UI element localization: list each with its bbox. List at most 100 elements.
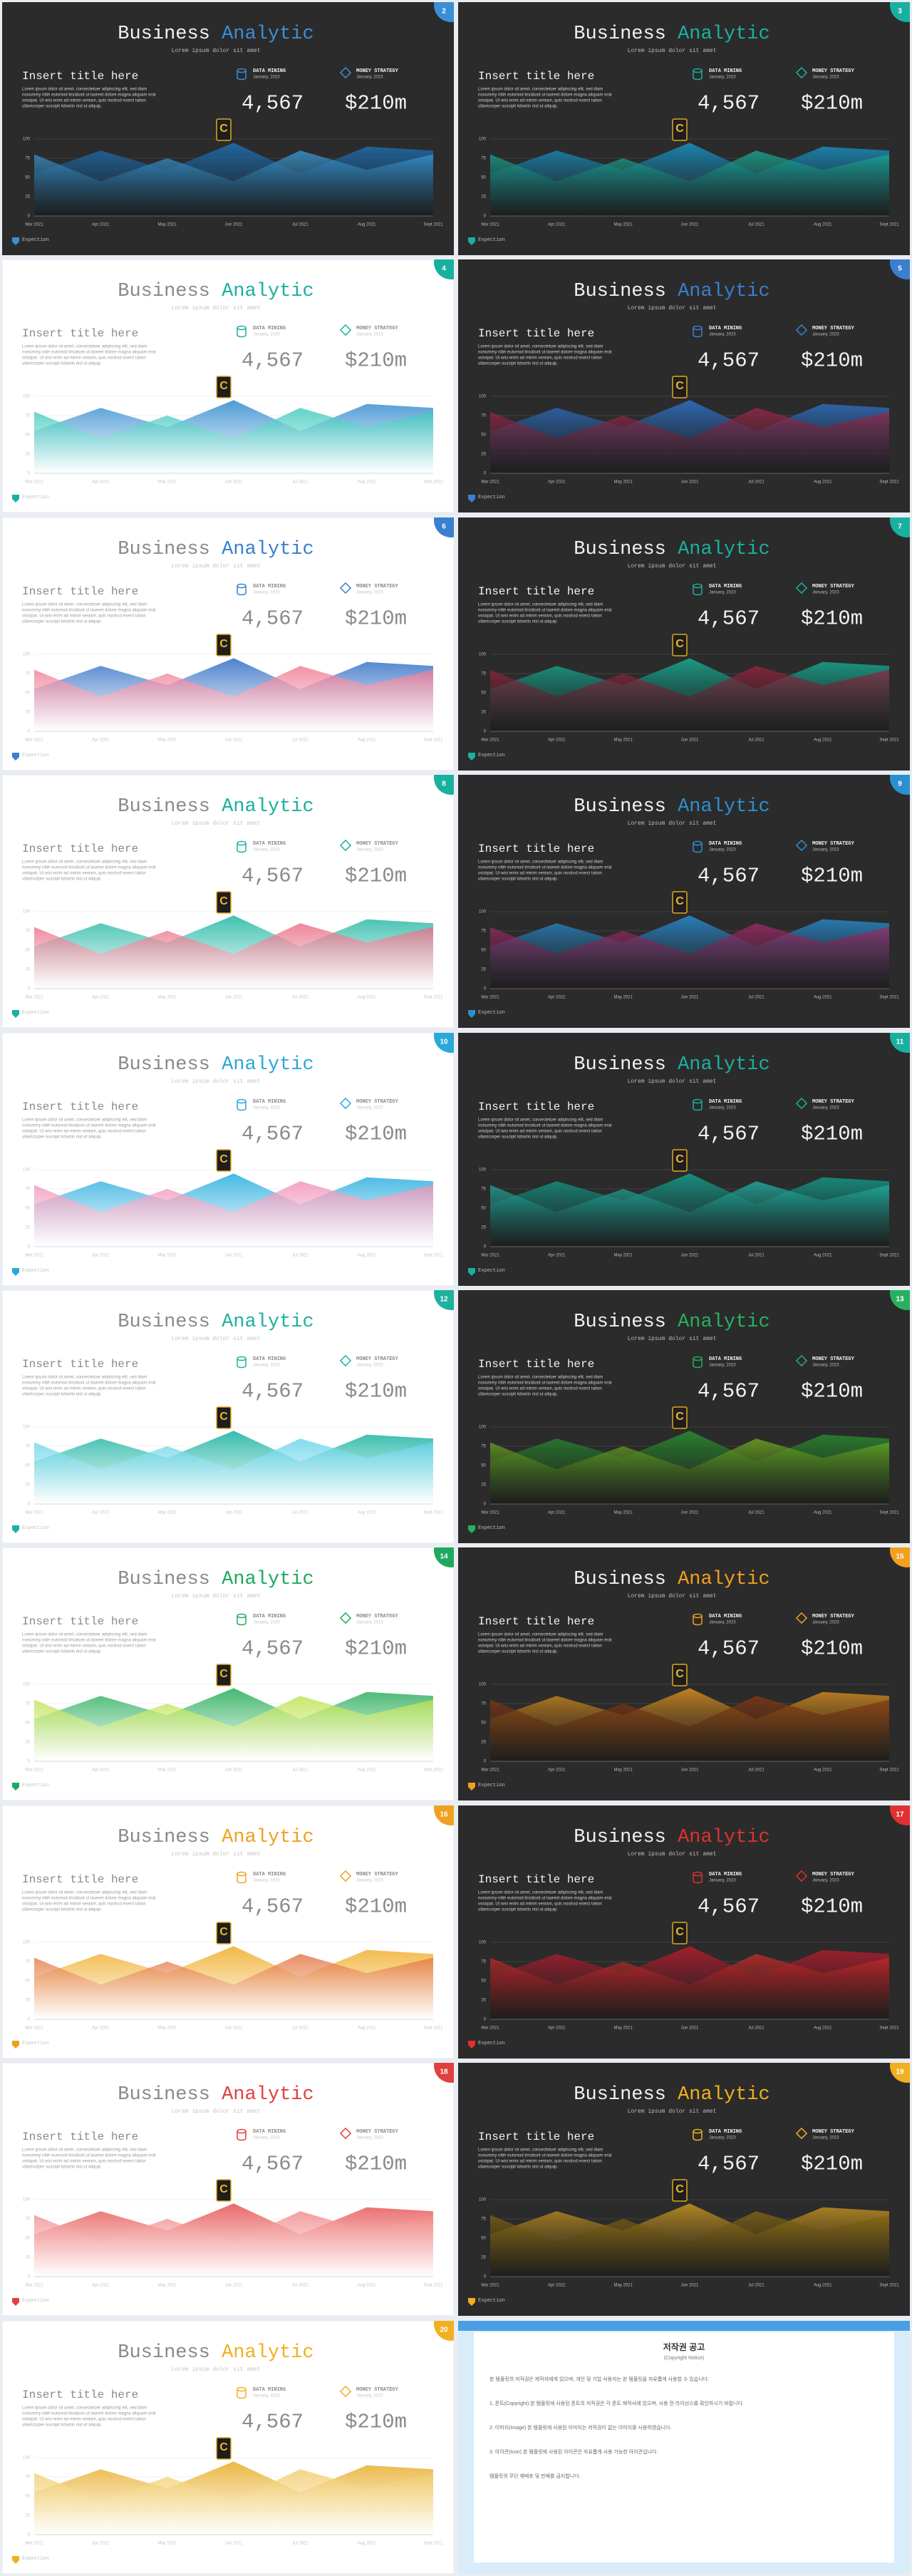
y-tick-label: 25 [25,710,30,714]
stat-label: MONEY STRATEGY [356,1614,399,1619]
body-line: nonummy nibh euismod tincidunt ut laoree… [22,1896,156,1900]
x-tick-label: May 2021 [157,1511,177,1515]
stat-date: January, 2023 [356,333,383,337]
subtitle: Lorem ipsum dolor sit amet [628,1851,717,1858]
x-tick-label: Jul 2021 [292,223,309,227]
body-line: Lorem ipsum dolor sit amet, consectetuer… [478,2148,603,2153]
x-tick-label: Jul 2021 [292,996,309,1000]
body-line: volutpat. Ut wisi enim ad minim veniam, … [478,1902,602,1906]
y-tick-label: 50 [25,2237,30,2241]
stat-value: $210m [345,1637,407,1661]
x-tick-label: Mar 2021 [25,2284,43,2288]
logo-box [216,891,232,914]
body-line: Lorem ipsum dolor sit amet, consectetuer… [22,602,147,607]
page-number: 12 [440,1296,448,1304]
stat-label: MONEY STRATEGY [356,1872,399,1877]
x-tick-label: Aug 2021 [358,1768,376,1773]
icon [795,2128,808,2140]
stat-date: January, 2023 [812,1621,839,1625]
y-tick-label: 75 [25,929,30,934]
y-tick-label: 75 [481,1187,486,1191]
x-tick-label: Jul 2021 [292,1768,309,1773]
stat-label: MONEY STRATEGY [812,1614,855,1619]
stat-label: MONEY STRATEGY [812,2129,855,2135]
body-line: Lorem ipsum dolor sit amet, consectetuer… [22,1890,147,1895]
logo: C [219,1669,228,1681]
stat-label: DATA MINING [709,584,742,589]
y-tick-label: 0 [28,2275,31,2279]
footer: Expection [22,2041,49,2046]
body-line: Lorem ipsum dolor sit amet, consectetuer… [478,860,603,865]
footer: Expection [478,1010,505,1016]
title-part: Business [118,2342,210,2364]
x-tick-label: Aug 2021 [814,480,832,485]
subtitle: Lorem ipsum dolor sit amet [628,1078,717,1085]
page-number: 10 [440,1038,448,1046]
icon [339,324,352,336]
y-tick-label: 100 [479,1168,487,1172]
footer: Expection [478,1525,505,1531]
y-tick-label: 75 [25,1702,30,1706]
page-badge [890,1032,910,1053]
page-number: 14 [440,1553,448,1561]
footer-icon [12,2298,19,2307]
x-tick-label: Jul 2021 [292,1511,309,1515]
subtitle: Lorem ipsum dolor sit amet [172,2366,261,2373]
x-tick-label: Jul 2021 [748,223,765,227]
body-line: Lorem ipsum dolor sit amet, consectetuer… [478,345,603,349]
page-number: 8 [442,780,446,788]
stat-date: January, 2023 [812,76,839,80]
slide: 11 Business Analytic Lorem ipsum dolor sit… [458,1032,910,1286]
slide: 14 Business Analytic Lorem ipsum dolor sit… [2,1547,454,1801]
slide-title: Business Analytic [574,1827,770,1848]
footer: Expection [22,2298,49,2304]
page-badge [434,259,454,280]
footer: Expection [478,1783,505,1788]
icon [795,840,808,852]
x-tick-label: Jul 2021 [292,480,309,485]
footer-icon [12,2040,19,2049]
y-tick-label: 25 [25,1998,30,2002]
x-tick-label: Jun 2021 [225,2284,243,2288]
page-badge [890,1805,910,1825]
area [490,150,889,216]
y-tick-label: 75 [481,157,486,161]
area [34,1180,433,1247]
x-tick-label: May 2021 [613,2026,633,2030]
slide-title: Business Analytic [574,1312,770,1333]
stat-date: January, 2023 [709,1106,736,1110]
stat-label: DATA MINING [709,2129,742,2135]
y-tick-label: 25 [25,453,30,457]
body-line: nonummy nibh euismod tincidunt ut laoree… [478,1639,612,1643]
y-tick-label: 25 [481,195,486,200]
body-line: volutpat. Ut wisi enim ad minim veniam, … [22,872,146,876]
stat-label: DATA MINING [253,1356,286,1362]
icon [339,1354,352,1367]
x-tick-label: Aug 2021 [814,1768,832,1773]
title-part: Business [118,539,210,560]
x-tick-label: Apr 2021 [92,480,110,485]
y-tick-label: 100 [479,910,487,915]
slide: 8 Business Analytic Lorem ipsum dolor sit … [2,775,454,1029]
title-accent: Analytic [678,1570,770,1591]
x-tick-label: Sept 2021 [423,1511,443,1515]
icon [693,2131,703,2141]
slide: 16 Business Analytic Lorem ipsum dolor sit… [2,1805,454,2059]
stat-value: $210m [801,1637,863,1661]
body-line: volutpat. Ut wisi enim ad minim veniam, … [478,1644,602,1649]
stat-label: MONEY STRATEGY [812,1872,855,1877]
x-tick-label: May 2021 [613,1253,633,1257]
title-accent: Analytic [678,2084,770,2106]
x-tick-label: Mar 2021 [481,480,499,485]
page-number: 20 [440,2326,448,2334]
x-tick-label: Jun 2021 [225,996,243,1000]
x-tick-label: Jul 2021 [748,1768,765,1773]
title-accent: Analytic [678,1312,770,1333]
logo-box [672,1664,688,1687]
stat-date: January, 2023 [709,1364,736,1368]
y-tick-label: 0 [484,987,487,991]
y-tick-label: 75 [481,1702,486,1706]
stat-label: DATA MINING [253,1098,286,1104]
title-part: Business [574,2084,666,2106]
y-tick-label: 75 [25,414,30,418]
